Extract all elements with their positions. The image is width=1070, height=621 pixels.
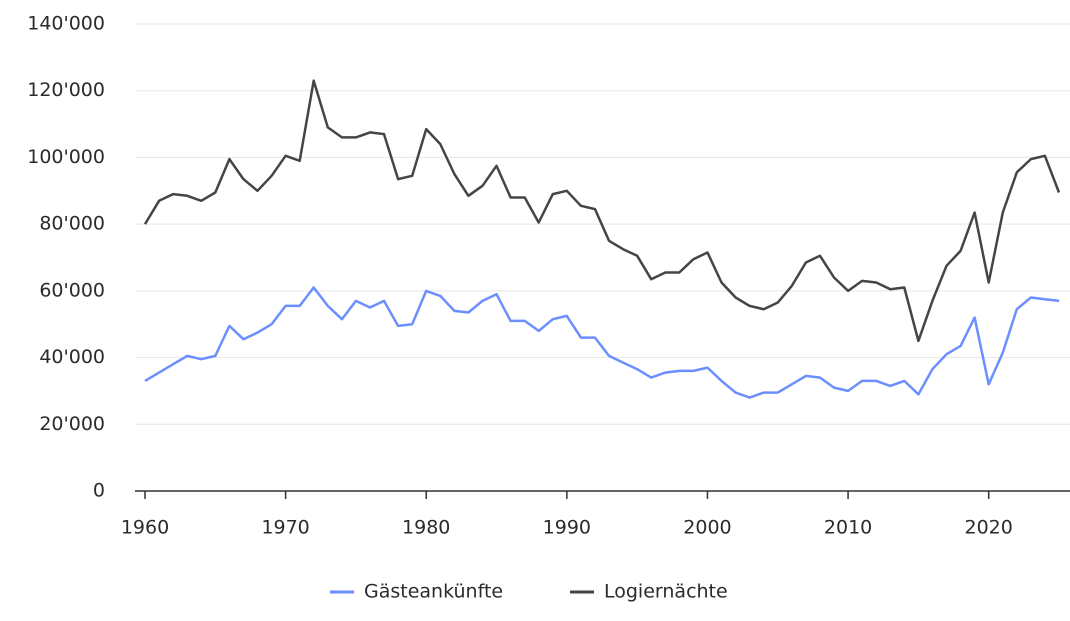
line: [144, 286, 1060, 399]
x-tick-label: 1970: [261, 517, 309, 539]
y-tick-label: 20'000: [39, 413, 105, 435]
x-tick-label: 1960: [121, 517, 169, 539]
y-tick-label: 40'000: [39, 346, 105, 368]
legend-label: Gästeankünfte: [364, 581, 503, 603]
x-tick-label: 2010: [824, 517, 872, 539]
y-tick-label: 80'000: [39, 213, 105, 235]
x-tick-label: 2000: [683, 517, 731, 539]
y-tick-label: 0: [93, 480, 105, 502]
y-tick-label: 120'000: [27, 79, 105, 101]
x-tick-label: 2020: [965, 517, 1013, 539]
x-tick-label: 1990: [543, 517, 591, 539]
y-tick-label: 140'000: [27, 13, 105, 35]
x-tick-label: 1980: [402, 517, 450, 539]
line: [143, 79, 1061, 343]
legend-label: Logiernächte: [604, 581, 728, 603]
y-tick-label: 60'000: [39, 279, 105, 301]
y-tick-label: 100'000: [27, 146, 105, 168]
